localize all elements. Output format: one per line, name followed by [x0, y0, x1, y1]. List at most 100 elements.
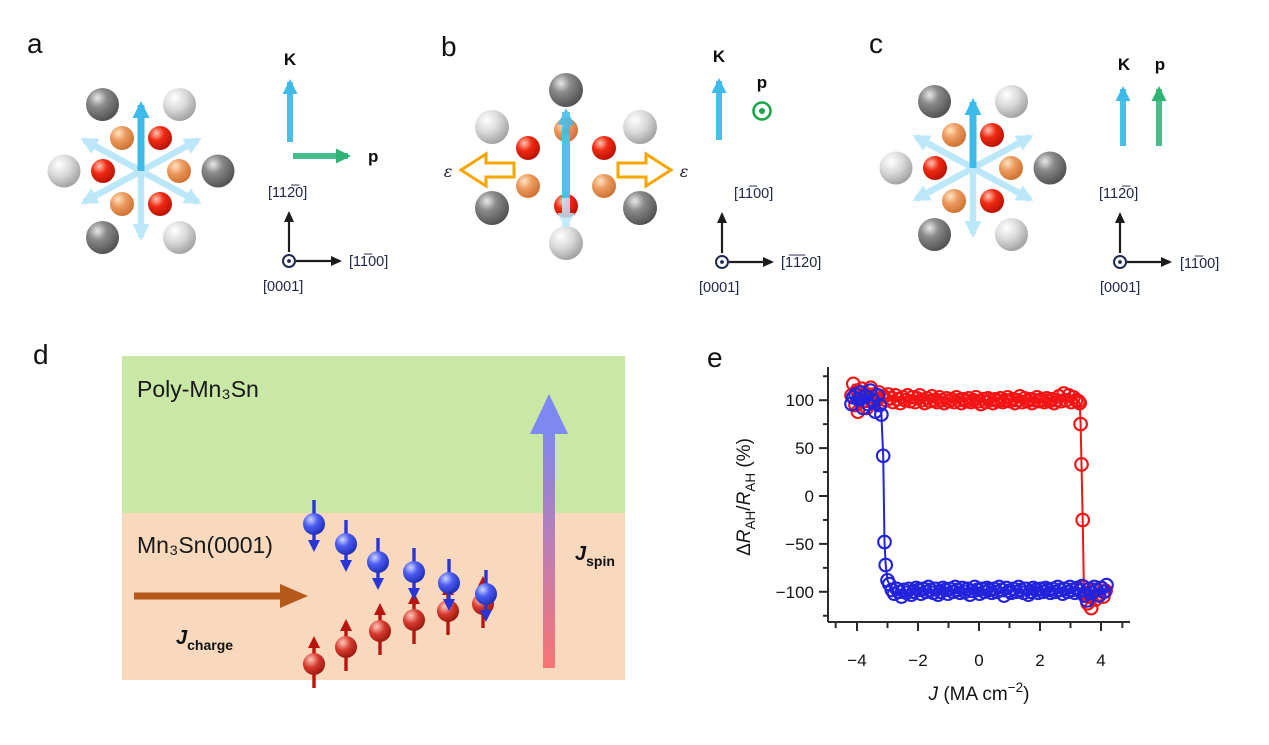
data-point-marker: [844, 396, 859, 412]
spin-down-electron: [335, 520, 357, 572]
outer-atom-sphere: [549, 73, 583, 107]
outer-atom-sphere: [475, 110, 509, 144]
out-of-plane-axis-dot-icon: [1118, 260, 1122, 264]
inner-atom-sphere: [592, 136, 616, 160]
spin-down-electrons: [303, 500, 497, 622]
inner-atom-sphere: [516, 136, 540, 160]
strain-arrow-right-icon: [616, 151, 674, 189]
strained-cluster: [475, 73, 657, 260]
k-vector-legend-b: K: [711, 47, 727, 140]
outer-atom-sphere: [475, 191, 509, 225]
j-charge-arrow-head-icon: [280, 584, 308, 608]
strain-arrows: ε ε: [444, 151, 689, 189]
spin-up-electron: [369, 603, 391, 655]
crystal-axes-c: [112̅0] [11̅00] [0001]: [1099, 186, 1219, 296]
strain-epsilon-right-label: ε: [680, 162, 689, 181]
j-spin-arrow-shaft-icon: [543, 426, 555, 668]
data-point-marker: [848, 387, 863, 402]
crystal-axes-a: [112̅0] [11̅00] [0001]: [263, 185, 388, 295]
x-tick-label: −4: [847, 651, 866, 670]
y-tick-label: 50: [795, 439, 814, 458]
spin-down-electron: [303, 500, 325, 552]
spin-down-electron: [367, 538, 389, 590]
p-label: p: [757, 73, 767, 92]
panel-a: a K p [112̅0] [11̅00] [0001]: [27, 28, 388, 295]
k-vector-legend-a: K: [282, 50, 298, 142]
axis-vertical-label: [11̅00]: [734, 186, 773, 202]
x-tick-label: 4: [1096, 651, 1105, 670]
k-label: K: [284, 50, 297, 69]
panel-c: c K p [112̅0] [11̅00] [0001]: [869, 28, 1219, 296]
crystal-axes-b: [11̅00] [1̅1̅20] [0001]: [699, 186, 821, 296]
x-tick-label: 0: [974, 651, 983, 670]
axis-vertical-label: [112̅0]: [268, 185, 307, 201]
data-point-marker: [1003, 585, 1019, 601]
panel-b-label: b: [441, 31, 457, 62]
data-point-marker: [1072, 395, 1088, 411]
j-spin-arrow-head-icon: [530, 394, 568, 434]
j-spin-label: Jspin: [575, 543, 615, 569]
y-tick-label: 0: [805, 487, 814, 506]
p-label: p: [1155, 55, 1165, 74]
out-of-plane-axis-dot-icon: [287, 259, 291, 263]
axis-out-of-plane-label: [0001]: [699, 280, 739, 296]
spin-up-electron: [303, 636, 325, 688]
k-label: K: [713, 47, 726, 66]
inner-atom-sphere: [592, 174, 616, 198]
data-point-marker: [1083, 600, 1099, 616]
j-charge-label: Jcharge: [176, 627, 233, 653]
x-tick-label: 2: [1035, 651, 1044, 670]
data-point-marker: [1077, 588, 1092, 603]
axis-out-of-plane-label: [0001]: [1100, 280, 1140, 296]
panel-e: e −4 −2 0 2 4 100 50 0 −50 −100 ΔRAH/RAH (%) J (M…: [707, 342, 1130, 705]
panel-d: d Poly-Mn₃Sn Mn₃Sn(0001) Jcharge: [33, 339, 625, 688]
axis-horizontal-label: [1̅1̅20]: [781, 255, 821, 271]
x-axis-label: J (MA cm−2): [928, 680, 1030, 705]
data-point-marker: [877, 534, 892, 550]
axis-horizontal-label: [11̅00]: [349, 254, 388, 270]
y-tick-label: −50: [785, 535, 814, 554]
y-axis-label: ΔRAH/RAH (%): [734, 438, 758, 556]
spin-current-arrow: Jspin: [530, 394, 615, 668]
data-point-marker: [875, 448, 891, 464]
strain-epsilon-left-label: ε: [444, 162, 453, 181]
spin-up-electron: [335, 619, 357, 671]
panel-e-label: e: [707, 342, 723, 373]
spin-down-electron: [475, 570, 497, 622]
y-tick-label: −100: [776, 583, 814, 602]
axis-horizontal-label: [11̅00]: [1180, 256, 1219, 272]
y-tick-label: 100: [786, 391, 814, 410]
p-vector-legend-c: p: [1151, 55, 1167, 146]
p-label: p: [368, 147, 378, 166]
series-negative-sweep-blue: [844, 383, 1114, 608]
outer-atom-sphere: [623, 110, 657, 144]
k-vector-legend-c: K: [1115, 55, 1131, 146]
top-layer-label: Poly-Mn₃Sn: [137, 376, 259, 402]
charge-current-arrow: Jcharge: [134, 584, 308, 653]
bottom-layer-label: Mn₃Sn(0001): [137, 532, 273, 558]
panel-d-label: d: [33, 339, 49, 370]
inner-atom-sphere: [516, 174, 540, 198]
outer-atom-sphere: [549, 226, 583, 260]
data-point-marker: [880, 572, 895, 588]
poly-mn3sn-layer: [122, 356, 625, 513]
panel-c-label: c: [869, 28, 883, 59]
panel-a-label: a: [27, 28, 43, 59]
x-tick-label: −2: [908, 651, 927, 670]
spin-down-electron: [403, 548, 425, 600]
data-point-marker: [1073, 416, 1088, 432]
k-label: K: [1118, 55, 1131, 74]
data-point-marker: [1074, 457, 1089, 472]
data-point-marker: [1075, 512, 1091, 528]
p-out-of-plane-dot-icon: [759, 108, 765, 114]
p-vector-legend-b: p: [752, 73, 772, 121]
data-point-marker: [878, 557, 894, 573]
out-of-plane-axis-dot-icon: [720, 260, 724, 264]
outer-atom-sphere: [623, 191, 657, 225]
spin-down-electron: [438, 559, 460, 611]
axis-out-of-plane-label: [0001]: [263, 279, 303, 295]
panel-b: b ε ε K p: [441, 31, 821, 296]
spin-up-electron: [403, 592, 425, 644]
